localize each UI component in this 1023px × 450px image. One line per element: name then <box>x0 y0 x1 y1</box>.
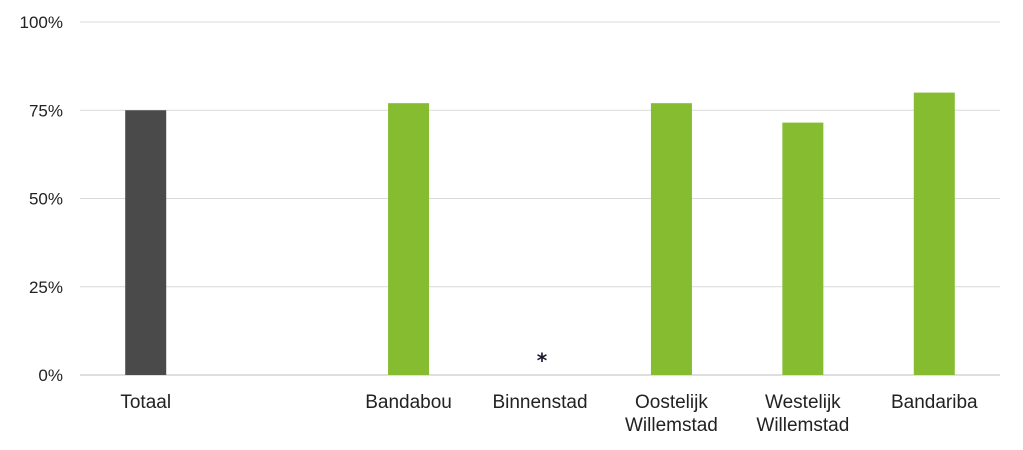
y-tick-label: 25% <box>29 278 63 297</box>
bar-bandabou <box>388 103 430 375</box>
category-label: Totaal <box>120 392 171 413</box>
y-tick-label: 0% <box>38 366 63 385</box>
bar-westelijk-willemstad <box>782 122 824 375</box>
category-label: Oostelijk Willemstad <box>625 392 718 436</box>
y-axis-tick-labels: 0% 25% 50% 75% 100% <box>20 13 63 385</box>
bar-totaal <box>125 110 167 375</box>
category-label: Westelijk Willemstad <box>756 392 849 436</box>
bars <box>125 92 955 375</box>
bar-oostelijk-willemstad <box>650 103 692 375</box>
gridlines <box>80 21 1000 376</box>
x-axis-category-labels: Totaal Bandabou Binnenstad Oostelijk Willems… <box>120 392 978 436</box>
category-label-line: Bandabou <box>365 392 452 413</box>
category-label-line: Oostelijk <box>635 392 708 413</box>
category-label-line: Bandariba <box>891 392 978 413</box>
category-label-line: Totaal <box>120 392 171 413</box>
category-label-line: Binnenstad <box>492 392 587 413</box>
category-label-line: Willemstad <box>625 415 718 436</box>
y-tick-label: 100% <box>20 13 63 32</box>
category-label-line: Willemstad <box>756 415 849 436</box>
y-tick-label: 75% <box>29 101 63 120</box>
asterisk-annotation: * <box>537 348 548 372</box>
category-label: Bandariba <box>891 392 978 413</box>
category-label: Bandabou <box>365 392 452 413</box>
bar-bandariba <box>913 92 955 375</box>
y-tick-label: 50% <box>29 190 63 209</box>
category-label: Binnenstad <box>492 392 587 413</box>
category-label-line: Westelijk <box>765 392 841 413</box>
annotations: * <box>537 348 548 372</box>
